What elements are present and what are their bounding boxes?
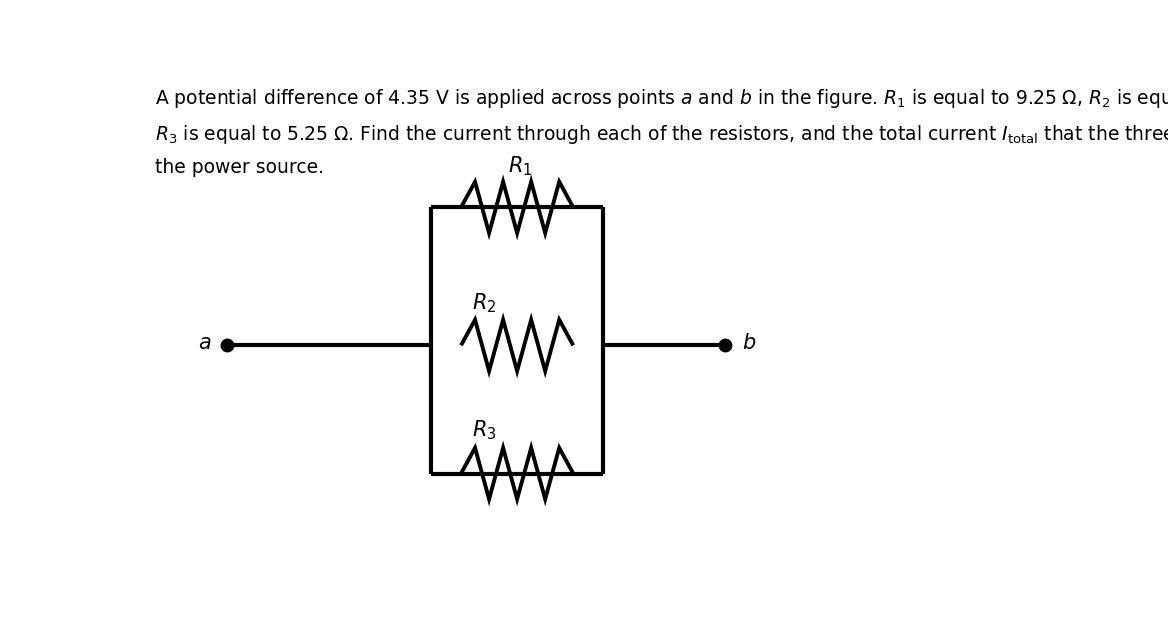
- Text: $R_2$: $R_2$: [472, 291, 496, 315]
- Text: $R_3$: $R_3$: [472, 419, 496, 442]
- Text: $b$: $b$: [742, 333, 756, 353]
- Text: A potential difference of 4.35 V is applied across points $a$ and $b$ in the fig: A potential difference of 4.35 V is appl…: [155, 86, 1168, 177]
- Text: $R_1$: $R_1$: [508, 154, 533, 178]
- Text: $a$: $a$: [197, 333, 211, 353]
